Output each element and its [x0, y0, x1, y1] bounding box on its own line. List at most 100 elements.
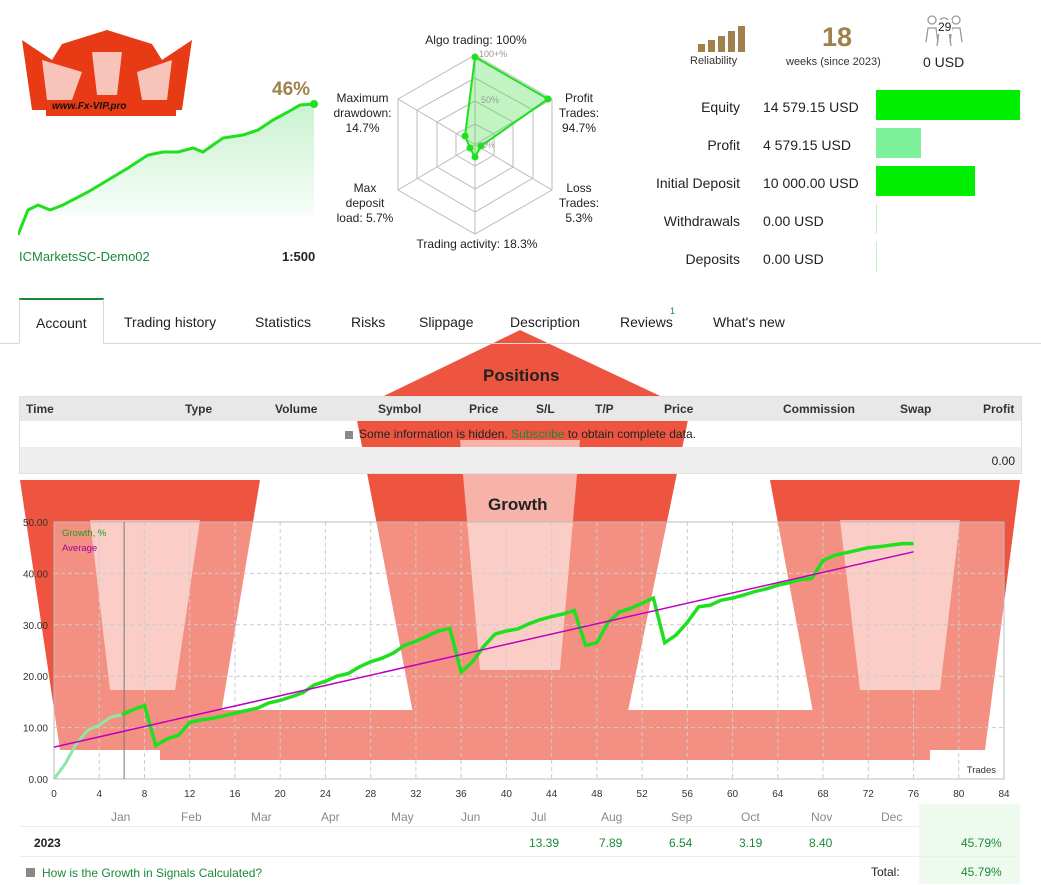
subscribe-link[interactable]: Subscribe — [511, 427, 565, 441]
col-volume: Volume — [275, 402, 318, 416]
tab-account[interactable]: Account — [19, 298, 104, 344]
finance-value: 0.00 USD — [763, 213, 824, 229]
year-label: 2023 — [34, 836, 61, 850]
legend-growth: Growth, % — [62, 528, 107, 539]
x-tick-label: 36 — [456, 789, 468, 800]
radar-point-profit — [544, 95, 552, 103]
month-nov: Nov — [811, 810, 833, 824]
growth-series-early — [52, 713, 123, 780]
reviews-badge: 1 — [670, 306, 676, 316]
brand-logo — [22, 30, 192, 116]
tab-trading-history[interactable]: Trading history — [124, 314, 217, 330]
weeks-label: weeks (since 2023) — [786, 56, 881, 68]
positions-table: Time Type Volume Symbol Price S/L T/P Pr… — [19, 396, 1022, 474]
radar-point-loss — [477, 142, 485, 150]
month-may: May — [391, 810, 414, 824]
month-apr: Apr — [321, 810, 340, 824]
footer-icon — [26, 868, 35, 877]
growth-calc-link[interactable]: How is the Growth in Signals Calculated? — [42, 866, 263, 880]
finance-row-initial-deposit: Initial Deposit 10 000.00 USD — [640, 166, 1040, 204]
x-tick-label: 44 — [546, 789, 558, 800]
plot-area — [53, 521, 1005, 780]
month-dec: Dec — [881, 810, 903, 824]
month-value-aug: 7.89 — [599, 836, 623, 850]
growth-series-line — [121, 541, 914, 749]
tab-whats-new[interactable]: What's new — [713, 314, 785, 330]
y-tick-label: 30.00 — [23, 621, 48, 632]
x-tick-label: 16 — [229, 789, 241, 800]
col-tp: T/P — [595, 402, 614, 416]
month-oct: Oct — [741, 810, 760, 824]
tab-slippage[interactable]: Slippage — [419, 314, 474, 330]
month-mar: Mar — [251, 810, 272, 824]
subscribers-value: 0 USD — [923, 54, 965, 70]
x-tick-label: 40 — [501, 789, 513, 800]
x-tick-label: 72 — [863, 789, 875, 800]
ytd-value: 45.79% — [961, 836, 1002, 850]
radar-tick-50: 50% — [481, 95, 500, 105]
radar-label-loss-trades: Loss Trades: 5.3% — [558, 181, 600, 225]
tab-reviews[interactable]: Reviews — [620, 314, 673, 330]
subscribers-count: 29 — [937, 20, 953, 34]
col-sl: S/L — [536, 402, 555, 416]
finance-bar — [876, 90, 1020, 120]
x-tick-label: 68 — [817, 789, 829, 800]
y-tick-label: 0.00 — [29, 775, 49, 786]
x-tick-label: 12 — [184, 789, 196, 800]
radar-label-deposit-load: Max deposit load: 5.7% — [336, 181, 394, 225]
finance-label: Profit — [707, 137, 740, 153]
x-tick-label: 8 — [142, 789, 148, 800]
x-tick-label: 76 — [908, 789, 920, 800]
col-time: Time — [26, 402, 54, 416]
finance-bar — [876, 204, 877, 234]
growth-percent: 46% — [272, 79, 311, 100]
tab-description[interactable]: Description — [510, 314, 581, 330]
month-value-nov: 8.40 — [809, 836, 833, 850]
tab-statistics[interactable]: Statistics — [255, 314, 312, 330]
col-profit: Profit — [983, 402, 1015, 416]
x-tick-label: 52 — [637, 789, 649, 800]
finance-bar — [876, 242, 877, 272]
col-commission: Commission — [783, 402, 856, 416]
positions-hidden-notice: Some information is hidden. Subscribe to… — [20, 421, 1021, 447]
account-server[interactable]: ICMarketsSC-Demo02 — [19, 249, 150, 264]
logo-text: www.Fx-VIP.pro — [52, 101, 127, 112]
finance-row-equity: Equity 14 579.15 USD — [640, 90, 1040, 128]
finance-value: 0.00 USD — [763, 251, 824, 267]
col-symbol: Symbol — [378, 402, 422, 416]
finance-value: 4 579.15 USD — [763, 137, 851, 153]
reliability-icon — [698, 26, 745, 52]
weeks-count: 18 — [822, 22, 853, 52]
growth-title: Growth — [488, 495, 548, 514]
mini-growth-endpoint — [310, 100, 318, 108]
radar-tick-0: 0% — [482, 140, 496, 150]
finance-label: Initial Deposit — [655, 175, 740, 191]
legend-average: Average — [62, 543, 97, 554]
col-type: Type — [185, 402, 213, 416]
average-series-line — [53, 551, 914, 748]
month-value-oct: 3.19 — [739, 836, 763, 850]
x-tick-label: 32 — [410, 789, 422, 800]
finance-label: Equity — [701, 99, 740, 115]
positions-header-row: Time Type Volume Symbol Price S/L T/P Pr… — [20, 397, 1021, 421]
x-tick-label: 56 — [682, 789, 694, 800]
positions-total: 0.00 — [991, 454, 1015, 468]
finance-value: 14 579.15 USD — [763, 99, 859, 115]
finance-label: Withdrawals — [663, 213, 740, 229]
radar-label-algo: Algo trading: 100% — [425, 33, 527, 47]
radar-point-activity — [471, 153, 479, 161]
x-tick-label: 84 — [998, 789, 1010, 800]
month-aug: Aug — [601, 810, 623, 824]
x-tick-label: 24 — [320, 789, 332, 800]
leverage: 1:500 — [282, 249, 316, 264]
radar-label-activity: Trading activity: 18.3% — [416, 237, 538, 251]
tab-risks[interactable]: Risks — [351, 314, 386, 330]
radar-point-algo — [471, 53, 479, 61]
y-tick-label: 10.00 — [23, 724, 48, 735]
col-price: Price — [469, 402, 499, 416]
month-value-sep: 6.54 — [669, 836, 693, 850]
total-value: 45.79% — [961, 865, 1002, 879]
finance-row-profit: Profit 4 579.15 USD — [640, 128, 1040, 166]
y-tick-label: 50.00 — [23, 518, 48, 529]
y-tick-label: 40.00 — [23, 569, 48, 580]
